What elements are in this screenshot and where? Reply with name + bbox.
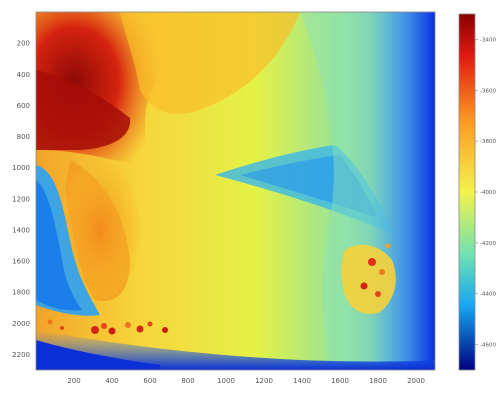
x-tick-label: 600: [143, 377, 156, 385]
bottom-speckles: [47, 319, 168, 335]
x-tick-label: 800: [181, 377, 194, 385]
plot-frame: [35, 11, 436, 371]
speckle: [125, 322, 131, 328]
y-tick-label: 2200: [12, 351, 30, 359]
colorbar-tick-label: -3800: [480, 139, 496, 145]
y-tick-label: 1400: [12, 226, 30, 234]
island-spot: [360, 282, 368, 290]
colorbar-tick-label: -4400: [480, 292, 496, 298]
y-tick-label: 1800: [12, 289, 30, 297]
speckle: [147, 321, 153, 327]
speckle: [47, 319, 53, 325]
region-bottom-low: [36, 330, 435, 370]
region-bottom-left-corner: [36, 340, 160, 370]
colorbar-tick-label: -4000: [480, 190, 496, 196]
speckle: [136, 325, 144, 333]
region-upper-center: [120, 12, 300, 114]
colorbar: -3400 -3600 -3800 -4000 -4200 -4400 -4600: [458, 13, 496, 371]
island-spot: [385, 243, 391, 249]
y-tick-label: 200: [17, 40, 30, 48]
speckle: [101, 323, 107, 329]
region-upper-left-deep: [36, 70, 131, 150]
y-tick-label: 800: [17, 133, 30, 141]
x-tick-label: 1000: [217, 377, 235, 385]
y-tick-label: 1000: [12, 164, 30, 172]
colorbar-tick-label: -3400: [480, 37, 496, 43]
region-right-island: [341, 244, 396, 315]
y-tick-label: 400: [17, 71, 30, 79]
y-tick-label: 2000: [12, 320, 30, 328]
colorbar-scale: [458, 13, 476, 371]
island-spot: [368, 258, 376, 266]
x-tick-label: 400: [105, 377, 118, 385]
y-tick-label: 1200: [12, 195, 30, 203]
speckle: [60, 326, 64, 330]
speckle: [91, 326, 99, 334]
region-right-edge: [370, 12, 435, 370]
speckle: [162, 327, 168, 333]
y-tick-label: 1600: [12, 258, 30, 266]
x-tick-label: 1200: [255, 377, 273, 385]
island-spot: [375, 291, 381, 297]
colorbar-tick-label: -3600: [480, 88, 496, 94]
x-axis: 200 400 600 800 1000 1200 1400 1600 1800 2000: [67, 377, 425, 385]
speckle: [108, 327, 116, 335]
plot-area: [36, 12, 435, 370]
x-tick-label: 1600: [331, 377, 349, 385]
x-tick-label: 200: [67, 377, 80, 385]
colorbar-tick-label: -4200: [480, 241, 496, 247]
region-center-wedge-inner: [240, 155, 378, 218]
x-tick-label: 2000: [407, 377, 425, 385]
x-tick-label: 1800: [369, 377, 387, 385]
y-axis: 200 400 600 800 1000 1200 1400 1600 1800 2000 2200: [12, 40, 30, 359]
x-tick-label: 1400: [293, 377, 311, 385]
region-left-low-edge: [36, 180, 82, 311]
colorbar-ticks: -3400 -3600 -3800 -4000 -4200 -4400 -4600: [475, 37, 496, 349]
y-tick-label: 600: [17, 102, 30, 110]
island-spot: [379, 269, 385, 275]
region-left-lobe-core: [60, 160, 140, 300]
colorbar-tick-label: -4600: [480, 343, 496, 349]
